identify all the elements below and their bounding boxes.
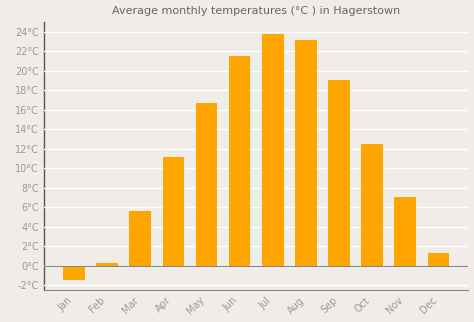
Title: Average monthly temperatures (°C ) in Hagerstown: Average monthly temperatures (°C ) in Ha… bbox=[112, 5, 401, 15]
Bar bbox=[295, 41, 317, 266]
Bar bbox=[163, 156, 184, 266]
Bar bbox=[328, 80, 350, 266]
Bar bbox=[394, 196, 416, 266]
Bar bbox=[229, 56, 250, 266]
Bar bbox=[361, 144, 383, 266]
Bar bbox=[63, 266, 85, 280]
Bar bbox=[129, 211, 151, 266]
Bar bbox=[196, 103, 217, 266]
Bar bbox=[262, 33, 283, 266]
Bar bbox=[96, 263, 118, 266]
Bar bbox=[428, 253, 449, 266]
